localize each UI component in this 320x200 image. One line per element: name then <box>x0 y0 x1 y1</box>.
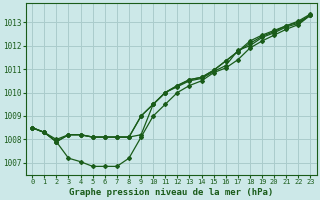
X-axis label: Graphe pression niveau de la mer (hPa): Graphe pression niveau de la mer (hPa) <box>69 188 274 197</box>
